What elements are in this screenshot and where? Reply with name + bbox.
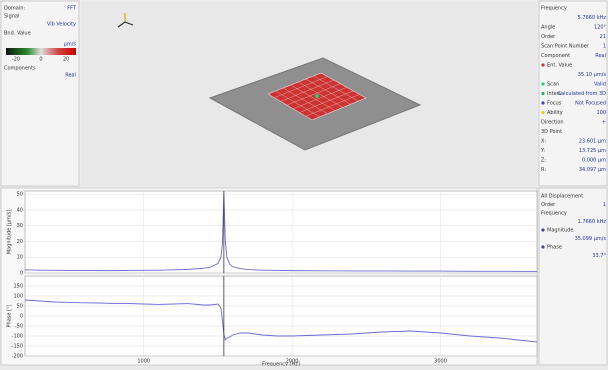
y-tick-label: 40: [17, 207, 23, 213]
label: Magnitude: [547, 228, 574, 234]
colorbar-tick: -20: [12, 57, 20, 63]
y-tick-label: 0: [20, 271, 23, 277]
value: 120°: [594, 25, 607, 31]
y-axis-title: Magnitude [µm/s]: [7, 210, 13, 254]
label: R:: [541, 167, 546, 173]
y-tick-label: -100: [12, 334, 23, 340]
point: [315, 94, 319, 98]
value: 13.725 µm: [579, 148, 606, 154]
label: X:: [541, 139, 546, 145]
value: 34.097 µm: [579, 167, 606, 173]
value: 0.000 µm: [582, 158, 606, 164]
y-tick-label: 20: [17, 239, 23, 245]
label: Order: [541, 202, 556, 208]
value: Real: [595, 53, 606, 59]
y-tick-label: 10: [17, 255, 23, 261]
status-dot: [541, 245, 544, 248]
label: Order: [541, 34, 556, 40]
label: Ent. Value: [547, 63, 572, 69]
value: 5.7660 kHz: [578, 15, 607, 21]
label: Signal: [4, 14, 19, 20]
status-dot: [541, 82, 544, 85]
value: FFT: [67, 6, 77, 12]
colorbar: [6, 48, 76, 55]
label: Component: [541, 53, 570, 59]
label: Frequency: [541, 211, 567, 217]
y-tick-label: -200: [12, 354, 23, 360]
y-tick-label: -50: [15, 324, 23, 330]
y-tick-label: 100: [13, 294, 23, 300]
y-tick-label: 50: [17, 192, 23, 198]
colorbar-tick: 20: [63, 57, 69, 63]
label: Ability: [547, 110, 563, 116]
label: Bnd. Value: [4, 31, 31, 37]
label: Scan Point Number: [541, 44, 590, 50]
value: 1.7660 kHz: [578, 219, 607, 225]
unit: µm/s: [64, 42, 77, 48]
value: Vib Velocity: [47, 22, 76, 28]
value: Calculated from 3D: [558, 91, 607, 97]
app: Domain: FFT Signal Vib Velocity Bnd. Val…: [0, 0, 608, 366]
value: 1: [603, 202, 606, 208]
status-dot: [541, 63, 544, 66]
y-tick-label: 50: [17, 304, 23, 310]
value: +: [602, 120, 606, 126]
plot-area: [25, 191, 537, 273]
value: 1: [603, 44, 606, 50]
label: Angle: [541, 25, 555, 31]
value: Not Focused: [575, 101, 606, 107]
label: All Displacement: [541, 194, 583, 200]
label: Components: [4, 66, 36, 72]
colorbar-tick: 0: [39, 57, 42, 63]
label: Scan: [547, 82, 559, 88]
label: 3D Point: [541, 129, 562, 135]
value: Real: [65, 73, 76, 79]
status-dot: [541, 92, 544, 95]
status-dot: [541, 101, 544, 104]
value: 33.7°: [592, 253, 606, 259]
y-tick-label: 150: [13, 284, 23, 290]
x-axis-title: Frequency [Hz]: [262, 362, 300, 367]
y-axis-title: Phase [°]: [7, 304, 13, 327]
value: 23.601 µm: [579, 139, 606, 145]
page: Domain: FFT Signal Vib Velocity Bnd. Val…: [0, 0, 608, 366]
value: 21: [600, 34, 606, 40]
label: Focus: [547, 101, 562, 107]
x-tick-label: 3000: [434, 359, 447, 365]
value: 100: [596, 110, 606, 116]
value: 35.099 µm/s: [575, 236, 607, 242]
value: Valid: [594, 82, 606, 88]
y-tick-label: -150: [12, 344, 23, 350]
label: Z:: [541, 158, 546, 164]
label: Y:: [540, 148, 545, 154]
status-dot: [541, 111, 544, 114]
label: Phase: [547, 245, 562, 251]
y-tick-label: 0: [20, 314, 23, 320]
left-panel: [1, 1, 79, 186]
label: Direction: [541, 120, 564, 126]
value: 35.10 µm/s: [578, 72, 607, 78]
label: Frequency: [541, 6, 567, 12]
label: Domain:: [4, 6, 25, 12]
y-tick-label: 30: [17, 223, 23, 229]
x-tick-label: 1000: [137, 359, 150, 365]
status-dot: [541, 228, 544, 231]
